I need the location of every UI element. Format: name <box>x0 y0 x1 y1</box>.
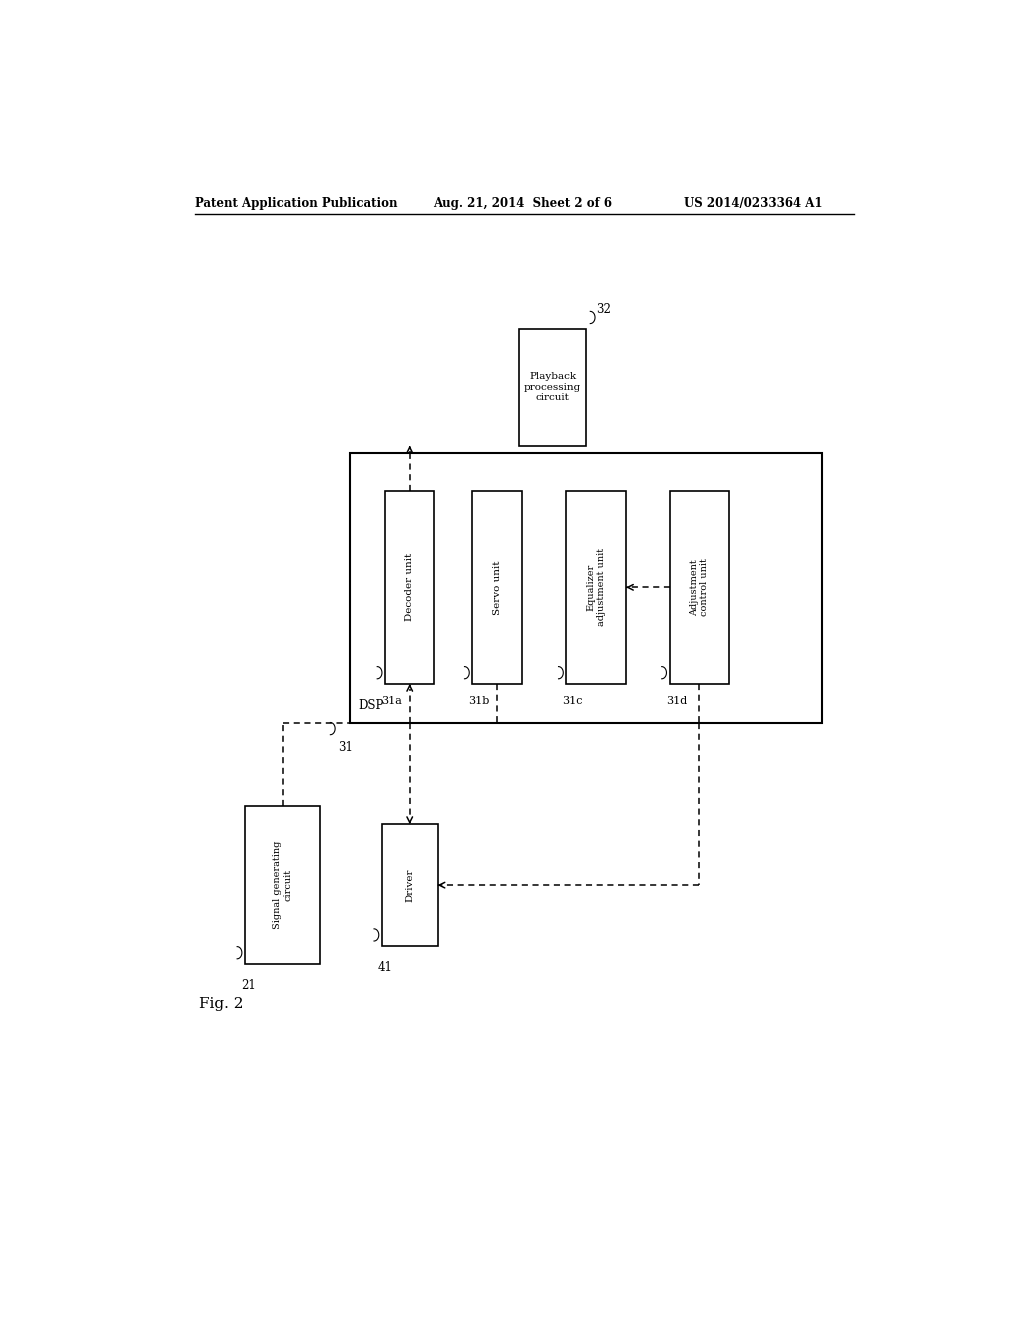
Text: Signal generating
circuit: Signal generating circuit <box>273 841 293 929</box>
Bar <box>385 491 434 684</box>
Bar <box>519 329 587 446</box>
Text: 32: 32 <box>596 304 610 317</box>
Text: Aug. 21, 2014  Sheet 2 of 6: Aug. 21, 2014 Sheet 2 of 6 <box>433 197 612 210</box>
Text: Fig. 2: Fig. 2 <box>200 997 244 1011</box>
Text: 31c: 31c <box>562 696 583 706</box>
Bar <box>566 491 626 684</box>
Text: Driver: Driver <box>406 869 415 902</box>
Bar <box>350 453 822 722</box>
Bar <box>472 491 521 684</box>
Text: 31b: 31b <box>468 696 489 706</box>
Bar <box>382 824 437 946</box>
Text: 21: 21 <box>241 979 256 993</box>
Text: US 2014/0233364 A1: US 2014/0233364 A1 <box>684 197 822 210</box>
Text: 41: 41 <box>378 961 393 974</box>
Text: 31a: 31a <box>381 696 402 706</box>
Text: Playback
processing
circuit: Playback processing circuit <box>524 372 582 403</box>
Text: Equalizer
adjustment unit: Equalizer adjustment unit <box>587 548 606 627</box>
Text: Adjustment
control unit: Adjustment control unit <box>690 558 709 616</box>
Bar <box>245 807 321 964</box>
Text: DSP: DSP <box>358 700 384 713</box>
Text: Decoder unit: Decoder unit <box>406 553 415 622</box>
Text: 31: 31 <box>338 741 353 754</box>
Bar <box>670 491 729 684</box>
Text: 31d: 31d <box>666 696 687 706</box>
Text: Servo unit: Servo unit <box>493 560 502 615</box>
Text: Patent Application Publication: Patent Application Publication <box>196 197 398 210</box>
